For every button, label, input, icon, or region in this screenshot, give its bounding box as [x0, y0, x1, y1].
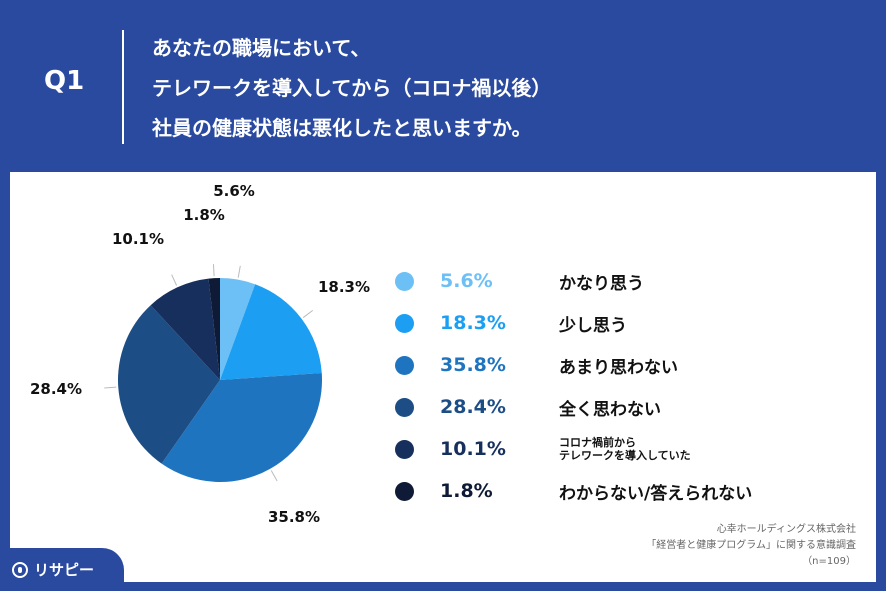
question-line-3: 社員の健康状態は悪化したと思いますか。 [152, 116, 532, 140]
leader-line-1 [237, 265, 241, 278]
legend-label: 全く思わない [559, 399, 661, 420]
legend-swatch [395, 397, 414, 417]
pie-slice-3 [161, 372, 322, 482]
header: Q1 あなたの職場において、 テレワークを導入してから（コロナ禍以後） 社員の健… [0, 0, 886, 172]
legend-percentage: 5.6% [440, 270, 493, 292]
legend-label: コロナ禍前から テレワークを導入していた [559, 436, 691, 462]
slice-data-label-5: 10.1% [112, 230, 164, 248]
slice-data-label-1: 5.6% [213, 182, 255, 200]
legend-swatch [395, 355, 414, 375]
legend-label: かなり思う [559, 273, 644, 294]
leader-line-4 [104, 386, 117, 389]
leader-line-5 [171, 274, 178, 286]
source-line-1: 心幸ホールディングス株式会社 [716, 524, 856, 535]
legend-item: 35.8% あまり思わない [395, 344, 835, 386]
source-note: 心幸ホールディングス株式会社 「経営者と健康プログラム」に関する意識調査 （n=… [646, 522, 856, 570]
legend-item: 10.1% コロナ禍前から テレワークを導入していた [395, 428, 835, 470]
legend-percentage: 28.4% [440, 396, 506, 418]
logo-text: リサピー [34, 561, 95, 579]
question-text: あなたの職場において、 テレワークを導入してから（コロナ禍以後） 社員の健康状態… [152, 28, 872, 148]
legend: 5.6% かなり思う 18.3% 少し思う 35.8% あまり思わない 28.4% 全く思わな… [395, 260, 835, 512]
legend-swatch [395, 439, 414, 459]
legend-item: 18.3% 少し思う [395, 302, 835, 344]
pie-slice-1 [220, 278, 256, 380]
legend-percentage: 18.3% [440, 312, 506, 334]
legend-item: 28.4% 全く思わない [395, 386, 835, 428]
legend-swatch [395, 481, 414, 501]
question-number: Q1 [44, 66, 85, 96]
question-line-1: あなたの職場において、 [152, 36, 371, 60]
pie-slice-6 [208, 278, 220, 380]
legend-swatch [395, 271, 414, 291]
slice-data-label-3: 35.8% [268, 508, 320, 526]
header-divider [122, 30, 124, 144]
pin-icon [12, 561, 28, 578]
source-line-2: 「経営者と健康プログラム」に関する意識調査 [646, 540, 856, 551]
legend-item: 1.8% わからない/答えられない [395, 470, 835, 512]
legend-percentage: 35.8% [440, 354, 506, 376]
legend-percentage: 10.1% [440, 438, 506, 460]
legend-label: あまり思わない [559, 357, 678, 378]
slice-data-label-6: 1.8% [183, 206, 225, 224]
leader-line-2 [302, 309, 314, 318]
slice-data-label-4: 28.4% [30, 380, 82, 398]
source-line-3: （n=109） [802, 556, 856, 567]
pie-slice-2 [220, 284, 322, 380]
question-line-2: テレワークを導入してから（コロナ禍以後） [152, 76, 552, 100]
slice-data-label-2: 18.3% [318, 278, 370, 296]
legend-label: 少し思う [559, 315, 627, 336]
leader-line-3 [270, 470, 278, 482]
pie-chart: 5.6% 18.3% 35.8% 28.4% 10.1% 1.8% [30, 182, 370, 526]
pie-slice-5 [150, 278, 220, 380]
chart-panel: 5.6% 18.3% 35.8% 28.4% 10.1% 1.8% 5.6% かなり思う 18… [10, 172, 876, 582]
legend-item: 5.6% かなり思う [395, 260, 835, 302]
legend-label: わからない/答えられない [559, 483, 753, 504]
legend-percentage: 1.8% [440, 480, 493, 502]
pie-slice-4 [118, 305, 220, 464]
legend-swatch [395, 313, 414, 333]
leader-line-6 [212, 264, 215, 277]
brand-logo: リサピー [0, 548, 124, 591]
